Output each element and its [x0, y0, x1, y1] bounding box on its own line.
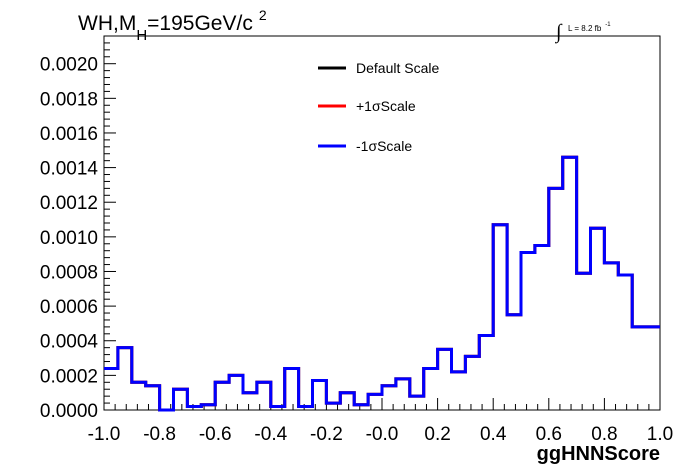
lumi-text: L = 8.2 fb: [568, 24, 602, 33]
lumi-superscript: -1: [605, 22, 611, 28]
y-tick-label: 0.0012: [40, 193, 98, 214]
y-tick-label: 0.0004: [40, 332, 99, 353]
y-tick-label: 0.0002: [40, 366, 98, 387]
x-tick-label: 1.0: [647, 424, 673, 445]
series-lines: [104, 155, 660, 412]
lumi-integral: ∫: [554, 21, 563, 44]
legend-label: Default Scale: [356, 60, 439, 76]
x-tick-label: -0.0: [366, 424, 399, 445]
y-tick-label: 0.0000: [40, 401, 98, 422]
x-tick-label: -1.0: [88, 424, 121, 445]
y-tick-label: 0.0010: [40, 228, 98, 249]
y-tick-label: 0.0008: [40, 262, 98, 283]
x-tick-label: -0.6: [199, 424, 232, 445]
x-tick-label: 0.4: [480, 424, 507, 445]
title-middle: =195GeV/c: [147, 12, 253, 35]
x-tick-label: 0.2: [424, 424, 450, 445]
legend: Default Scale +1σScale -1σScale: [318, 60, 439, 154]
x-tick-label: 0.6: [536, 424, 562, 445]
y-tick-label: 0.0020: [40, 55, 98, 76]
chart-title: WH,MH=195GeV/c 2: [78, 7, 267, 44]
title-superscript: 2: [259, 7, 267, 23]
series-line-2: [104, 155, 660, 412]
y-tick-label: 0.0014: [40, 159, 99, 180]
title-subscript: H: [136, 27, 147, 44]
legend-label: -1σScale: [356, 138, 412, 154]
x-axis-label: ggHNNScore: [537, 443, 660, 465]
legend-label: +1σScale: [356, 98, 416, 114]
title-prefix: WH,M: [78, 12, 136, 35]
y-tick-label: 0.0018: [40, 89, 98, 110]
y-tick-label: 0.0006: [40, 297, 98, 318]
x-tick-labels: -1.0 -0.8 -0.6 -0.4 -0.2 -0.0 0.2 0.4 0.6 0.8 1.0: [88, 424, 674, 445]
lumi-label: L = 8.2 fb -1: [568, 22, 611, 33]
x-tick-label: -0.2: [310, 424, 343, 445]
x-tick-label: -0.4: [254, 424, 287, 445]
x-tick-label: 0.8: [591, 424, 617, 445]
y-tick-label: 0.0016: [40, 124, 98, 145]
y-tick-labels: 0.0000 0.0002 0.0004 0.0006 0.0008 0.0010 0.00…: [40, 55, 99, 422]
x-tick-label: -0.8: [143, 424, 176, 445]
